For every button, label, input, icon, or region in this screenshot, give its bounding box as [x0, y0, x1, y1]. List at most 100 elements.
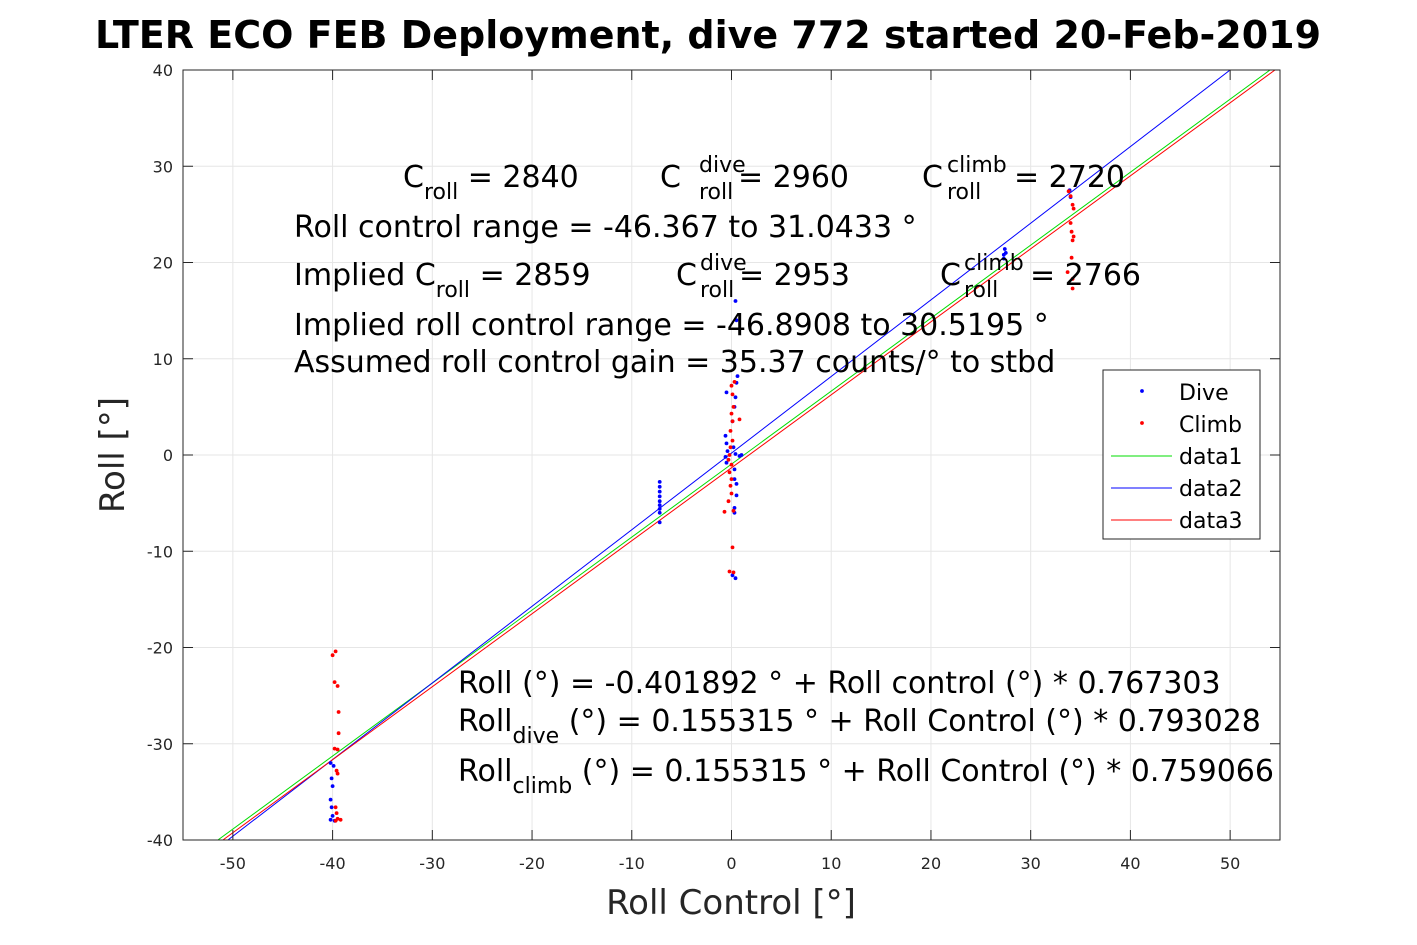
data-point-climb: [335, 771, 340, 776]
x-tick-label: -40: [320, 854, 346, 873]
y-tick-label: -30: [147, 735, 173, 754]
c-roll-dive-sup: dive: [699, 153, 746, 178]
data-point-dive: [730, 573, 735, 578]
data-point-climb: [730, 545, 735, 550]
fit-equation-all: Roll (°) = -0.401892 ° + Roll control (°…: [458, 666, 1221, 701]
data-point-dive: [733, 395, 738, 400]
x-tick-label: -50: [220, 854, 246, 873]
y-tick-label: -20: [147, 639, 173, 658]
x-axis-label: Roll Control [°]: [606, 883, 856, 923]
data-point-climb: [336, 731, 341, 736]
x-tick-label: -10: [619, 854, 645, 873]
data-point-climb: [333, 818, 338, 823]
data-point-dive: [330, 814, 335, 818]
fit-equations: Roll (°) = -0.401892 ° + Roll control (°…: [458, 666, 1274, 799]
data-point-climb: [1068, 194, 1073, 199]
data-point-climb: [1069, 255, 1074, 260]
data-point-climb: [728, 483, 733, 488]
data-point-climb: [332, 746, 337, 751]
legend-label-climb: Climb: [1179, 413, 1242, 438]
c-roll-climb-value: = 2720: [1014, 160, 1125, 195]
data-point-dive: [734, 493, 739, 498]
data-point-dive: [735, 374, 740, 378]
data-point-climb: [730, 438, 735, 443]
implied-c-climb-text: C: [940, 258, 961, 293]
y-tick-label: 40: [153, 61, 173, 80]
legend-label-data2: data2: [1179, 477, 1243, 502]
x-tick-label: -20: [519, 854, 545, 873]
data-point-dive: [657, 510, 662, 515]
data-point-climb: [730, 392, 735, 397]
data-point-dive: [1001, 252, 1006, 257]
x-tick-label: 40: [1120, 854, 1140, 873]
data-point-dive: [724, 441, 729, 446]
data-point-climb: [336, 710, 341, 714]
data-point-climb: [335, 684, 340, 688]
data-point-climb: [334, 768, 339, 773]
data-point-climb: [731, 508, 736, 513]
data-point-dive: [733, 452, 738, 456]
y-tick-label: 10: [153, 350, 173, 369]
y-tick-label: 20: [153, 254, 173, 273]
legend-marker-dive: [1140, 389, 1144, 393]
x-tick-label: 30: [1021, 854, 1041, 873]
data-point-climb: [727, 470, 732, 475]
data-point-climb: [330, 653, 335, 658]
data-point-climb: [726, 457, 731, 462]
data-point-climb: [727, 453, 732, 457]
data-point-dive: [732, 506, 737, 510]
data-point-dive: [1001, 256, 1006, 261]
data-point-dive: [724, 390, 729, 395]
data-point-climb: [722, 509, 727, 514]
data-point-climb: [333, 805, 338, 810]
y-tick-label: 0: [163, 446, 173, 465]
data-point-climb: [332, 680, 337, 684]
legend: Dive Climb data1 data2 data3: [1102, 369, 1261, 540]
data-point-dive: [723, 433, 728, 438]
chart-title: LTER ECO FEB Deployment, dive 772 starte…: [95, 13, 1321, 57]
data-point-dive: [734, 482, 739, 486]
data-point-climb: [1070, 202, 1075, 207]
c-roll-dive-value: = 2960: [738, 160, 849, 195]
legend-label-data1: data1: [1179, 445, 1243, 470]
x-tick-label: 20: [921, 854, 941, 873]
y-axis-label: Roll [°]: [93, 397, 133, 513]
data-point-dive: [329, 776, 334, 781]
data-point-dive: [724, 460, 729, 465]
data-point-dive: [657, 520, 662, 525]
y-tick-label: 30: [153, 157, 173, 176]
data-point-climb: [1070, 277, 1075, 281]
implied-c-dive-value: = 2953: [739, 258, 850, 293]
data-point-dive: [657, 480, 662, 484]
data-point-dive: [657, 503, 662, 507]
x-tick-label: -30: [419, 854, 445, 873]
data-point-climb: [1068, 221, 1073, 225]
data-point-dive: [1002, 247, 1007, 251]
data-point-dive: [657, 507, 662, 511]
implied-c-climb-sub: roll: [964, 278, 998, 303]
data-point-dive: [328, 817, 333, 822]
c-roll-climb-text: C: [922, 160, 943, 195]
data-point-climb: [727, 569, 732, 574]
data-point-climb: [729, 491, 734, 496]
data-point-climb: [1070, 286, 1075, 291]
data-point-dive: [329, 805, 334, 810]
data-point-climb: [726, 499, 731, 504]
c-roll-dive-sub: roll: [699, 180, 733, 205]
data-point-dive: [732, 477, 737, 481]
legend-marker-climb: [1140, 421, 1144, 425]
implied-range-text: Implied roll control range = -46.8908 to…: [294, 308, 1049, 343]
data-point-climb: [1069, 229, 1074, 234]
data-point-climb: [1071, 234, 1076, 239]
implied-c-climb-sup: climb: [964, 251, 1024, 276]
data-point-dive: [657, 489, 662, 494]
data-point-climb: [333, 649, 338, 654]
implied-c-dive-sup: dive: [700, 251, 747, 276]
data-point-climb: [732, 380, 737, 384]
gain-text: Assumed roll control gain = 35.37 counts…: [294, 345, 1055, 380]
calibration-annotation: Croll = 2840 C dive roll = 2960 C climb …: [294, 153, 1141, 380]
series-line-data3: [222, 70, 1276, 840]
data-point-climb: [338, 817, 343, 822]
fit-equation-climb: Rollclimb (°) = 0.155315 ° + Roll Contro…: [458, 754, 1274, 799]
